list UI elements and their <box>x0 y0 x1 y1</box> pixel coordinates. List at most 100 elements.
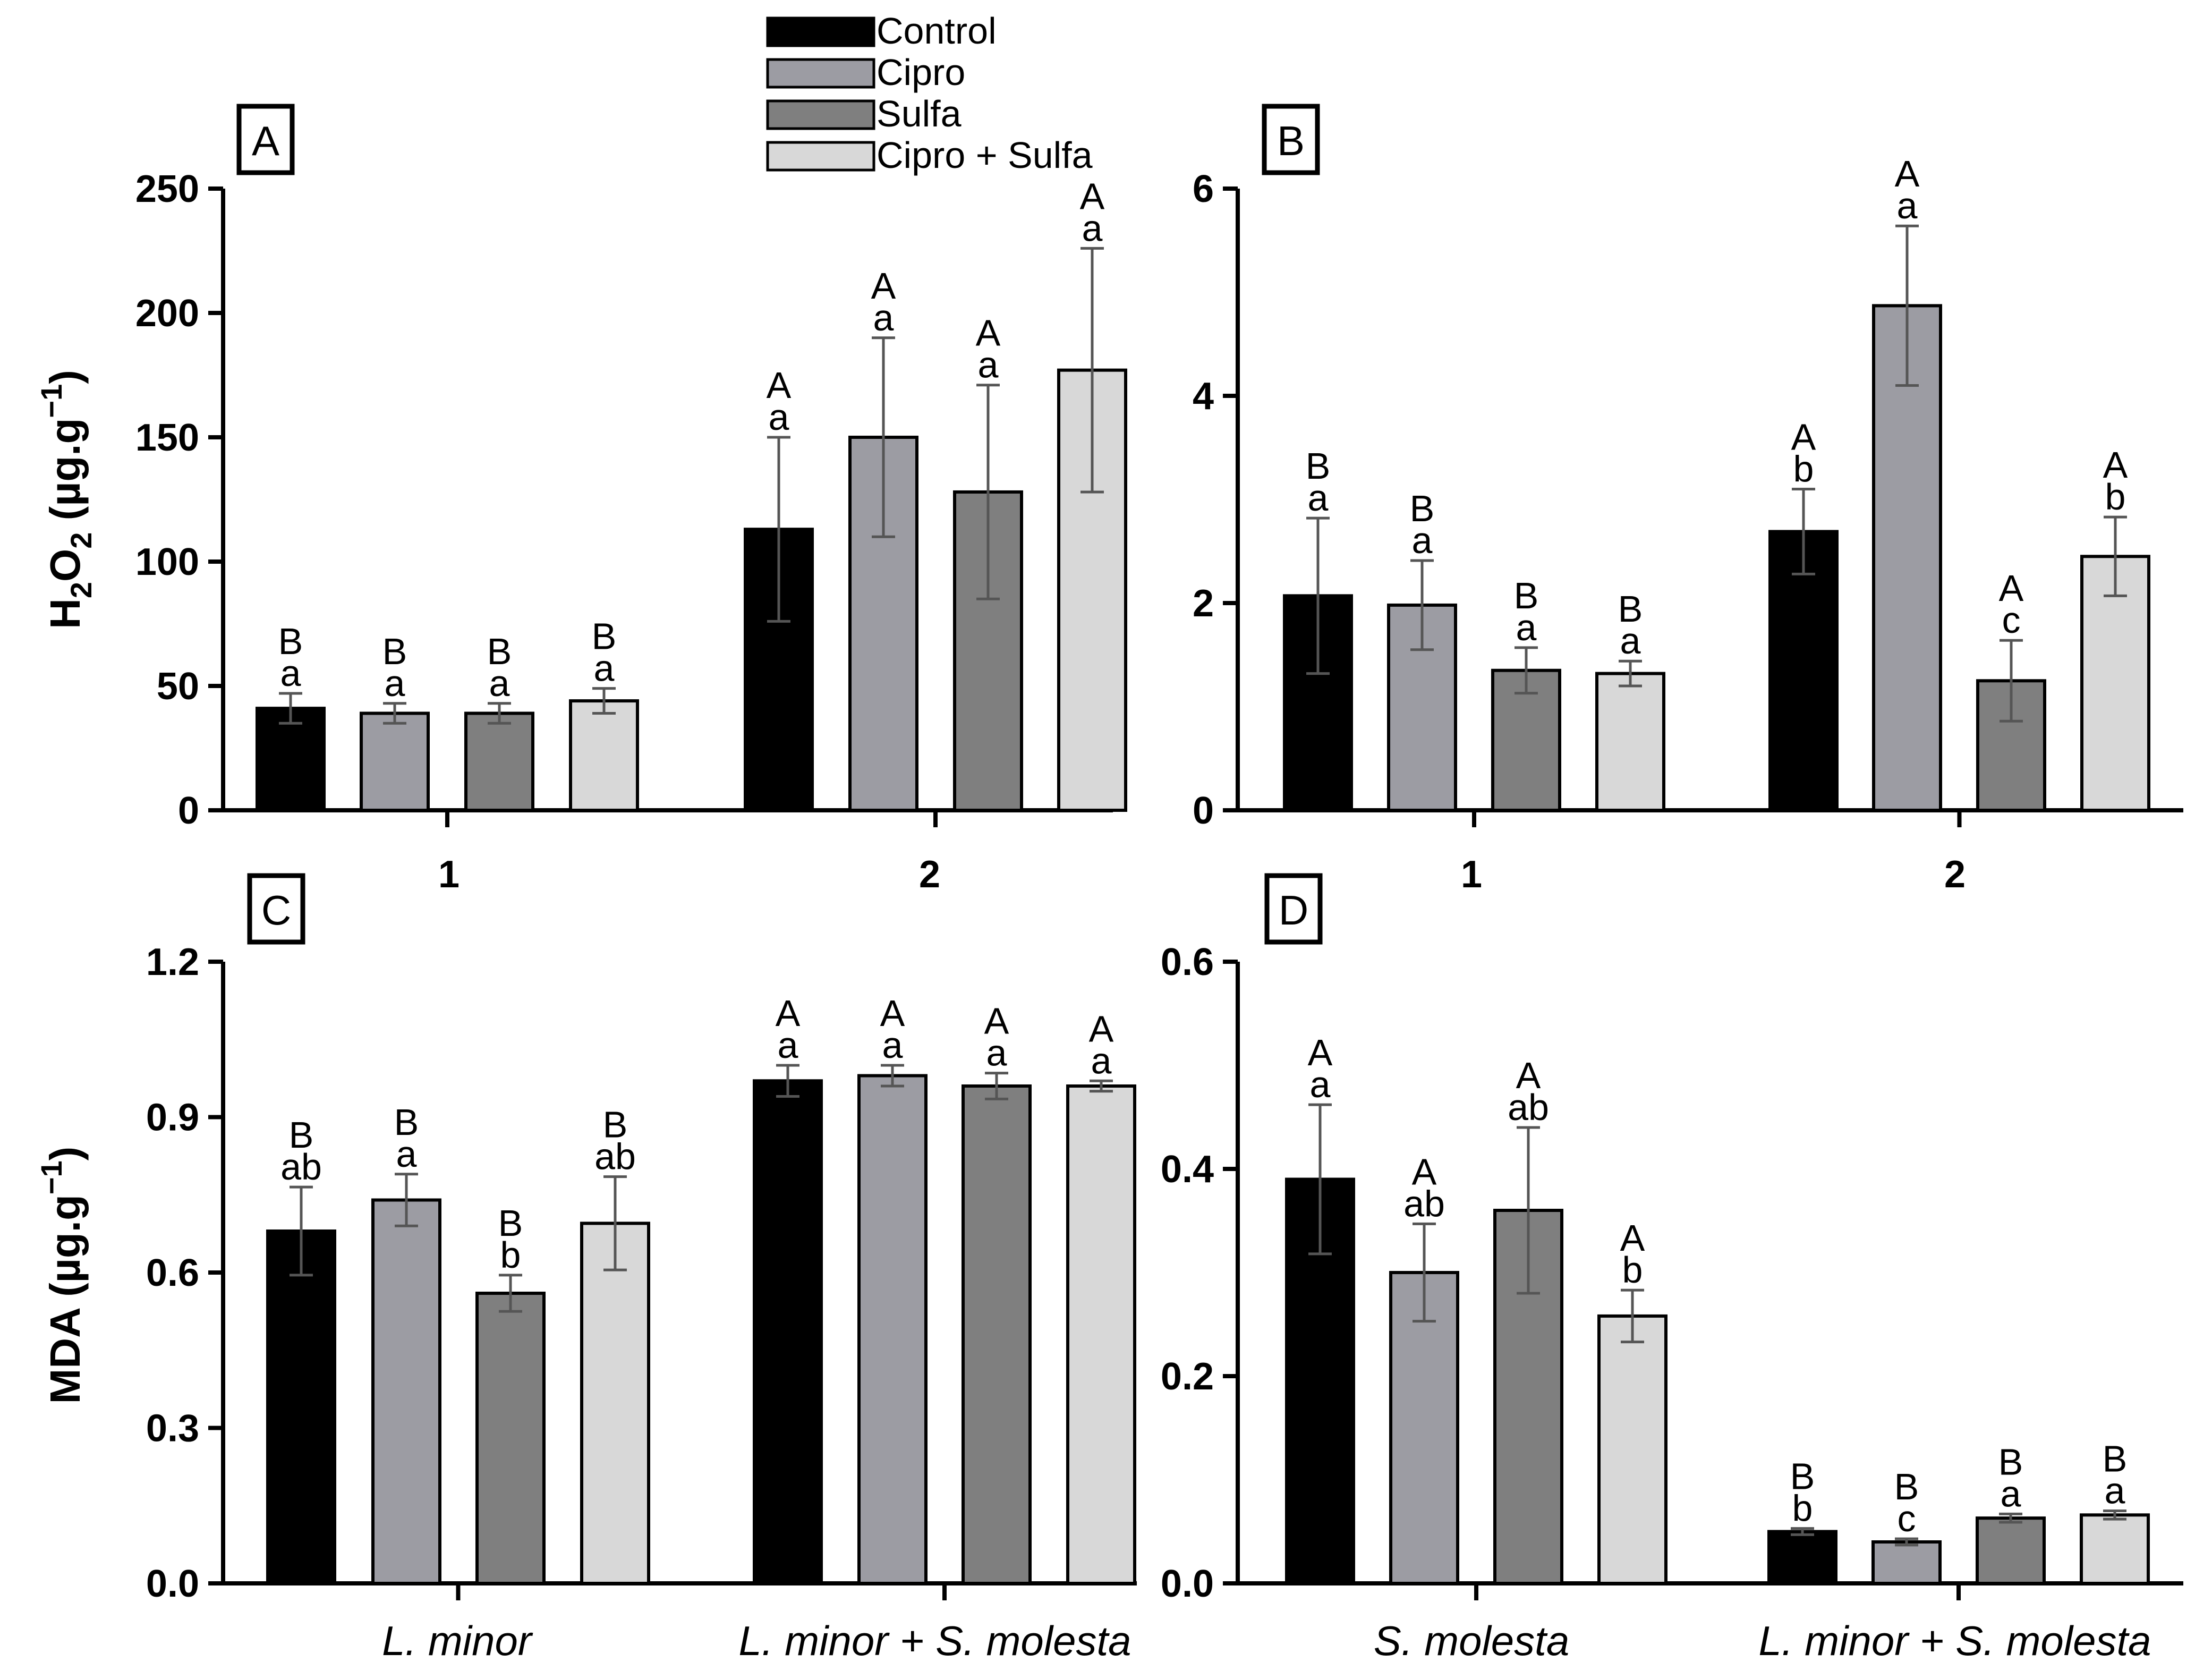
significance-letter-lower: ab <box>1403 1183 1445 1224</box>
significance-letter-lower: ab <box>1508 1087 1549 1128</box>
legend-label-3: Cipro + Sulfa <box>877 134 1093 176</box>
legend-swatch-0 <box>766 16 875 47</box>
significance-letter-lower: a <box>1308 477 1329 519</box>
y-tick-label: 0 <box>178 790 199 832</box>
significance-letter-lower: b <box>1792 1488 1813 1529</box>
y-tick-label: 0.3 <box>146 1407 199 1450</box>
significance-letter-upper: B <box>2103 1438 2128 1480</box>
panel-label-box <box>1262 104 1320 175</box>
panel-label-box <box>236 104 295 175</box>
y-tick-label: 0.2 <box>1161 1355 1214 1398</box>
significance-letter-lower: b <box>500 1234 521 1276</box>
significance-letter-lower: ab <box>280 1146 322 1188</box>
significance-letter-upper: B <box>1514 575 1539 616</box>
significance-letter-upper: B <box>1790 1456 1815 1497</box>
bar <box>371 1198 441 1585</box>
bar <box>753 1079 823 1585</box>
bar <box>475 1292 546 1585</box>
x-category-label: S. molesta <box>1374 1617 1569 1664</box>
bar <box>1491 668 1561 812</box>
significance-letter-upper: A <box>1620 1217 1645 1259</box>
y-axis-title-part: −1 <box>35 1160 68 1194</box>
y-tick-label: 50 <box>157 665 199 708</box>
significance-letter-upper: B <box>1894 1466 1919 1507</box>
significance-letter-lower: a <box>1082 207 1103 249</box>
significance-letter-lower: a <box>594 648 615 689</box>
panel-label: B <box>1277 117 1305 164</box>
significance-letter-upper: B <box>498 1202 523 1244</box>
significance-letter-upper: B <box>1306 445 1331 487</box>
significance-letter-lower: a <box>1310 1064 1331 1105</box>
y-tick-label: 250 <box>135 168 199 210</box>
significance-letter-upper: A <box>1895 153 1920 194</box>
significance-letter-lower: ab <box>594 1136 636 1177</box>
significance-letter-lower: a <box>1412 520 1433 561</box>
bar <box>464 711 534 812</box>
bar <box>1066 1084 1136 1585</box>
y-tick-label: 0.6 <box>146 1252 199 1294</box>
significance-letter-upper: A <box>1516 1055 1541 1096</box>
bar <box>1871 1540 1942 1585</box>
significance-letter-upper: A <box>984 1000 1009 1042</box>
significance-letter-lower: a <box>396 1133 417 1175</box>
significance-letter-lower: c <box>2002 599 2021 641</box>
significance-letter-upper: A <box>767 364 792 406</box>
y-tick-label: 200 <box>135 292 199 335</box>
y-axis-title-part: MDA (µg.g <box>41 1194 89 1404</box>
x-category-label: L. minor + S. molesta <box>1758 1617 2151 1664</box>
bar <box>1872 304 1942 812</box>
significance-letter-lower: a <box>882 1024 903 1066</box>
significance-letter-upper: B <box>289 1114 314 1156</box>
bar <box>857 1074 928 1585</box>
y-tick-label: 6 <box>1193 168 1214 210</box>
y-tick-label: 0.4 <box>1161 1148 1214 1191</box>
y-axis-title-part: ) <box>41 1147 89 1161</box>
bar <box>1976 1516 2046 1585</box>
significance-letter-upper: B <box>1618 588 1643 630</box>
significance-letter-upper: A <box>776 993 801 1034</box>
significance-letter-upper: A <box>2103 444 2128 486</box>
legend-label-2: Sulfa <box>877 93 962 134</box>
significance-letter-lower: a <box>1897 185 1918 226</box>
y-axis-title-part: −1 <box>35 384 68 418</box>
significance-letter-lower: a <box>1091 1040 1112 1081</box>
legend-label-0: Control <box>877 10 997 52</box>
legend-swatch-1 <box>766 58 875 89</box>
significance-letter-upper: A <box>1308 1032 1333 1073</box>
bar <box>360 711 430 812</box>
y-tick-label: 0.6 <box>1161 941 1214 983</box>
y-axis-title-part: O <box>41 549 89 582</box>
significance-letter-upper: B <box>394 1101 419 1143</box>
x-category-label: 1 <box>1461 853 1482 896</box>
significance-letter-lower: a <box>769 396 789 438</box>
significance-letter-upper: B <box>382 631 407 672</box>
significance-letter-upper: A <box>1080 175 1105 217</box>
panel-c: C 0.0 0.3 0.6 0.9 1.2 L. minor L. minor + S. mo… <box>35 873 1137 1664</box>
significance-letter-lower: b <box>1622 1249 1643 1291</box>
significance-letter-upper: A <box>1089 1008 1114 1049</box>
significance-letter-lower: a <box>1620 620 1641 662</box>
bar <box>1768 530 1839 812</box>
significance-letter-lower: b <box>1793 448 1814 490</box>
bar <box>2080 1513 2150 1585</box>
panel-d: D 0.0 0.2 0.4 0.6 S. molesta L. minor + S. mol… <box>1161 873 2183 1664</box>
bar <box>962 1084 1032 1585</box>
significance-letter-upper: B <box>1410 488 1435 529</box>
y-tick-label: 0.0 <box>1161 1563 1214 1605</box>
y-tick-label: 2 <box>1193 582 1214 625</box>
significance-letter-upper: B <box>603 1104 628 1146</box>
significance-letter-upper: A <box>1791 417 1816 458</box>
significance-letter-upper: A <box>1412 1151 1437 1192</box>
y-axis-title-part: 2 <box>64 532 98 549</box>
y-axis-title: MDA (µg.g−1) <box>35 1147 89 1404</box>
bar <box>1595 672 1665 812</box>
legend-swatch-3 <box>766 141 875 172</box>
x-category-label: 2 <box>1944 853 1966 896</box>
panel-label: D <box>1279 887 1308 934</box>
y-tick-label: 100 <box>135 541 199 583</box>
significance-letter-upper: A <box>871 265 896 307</box>
